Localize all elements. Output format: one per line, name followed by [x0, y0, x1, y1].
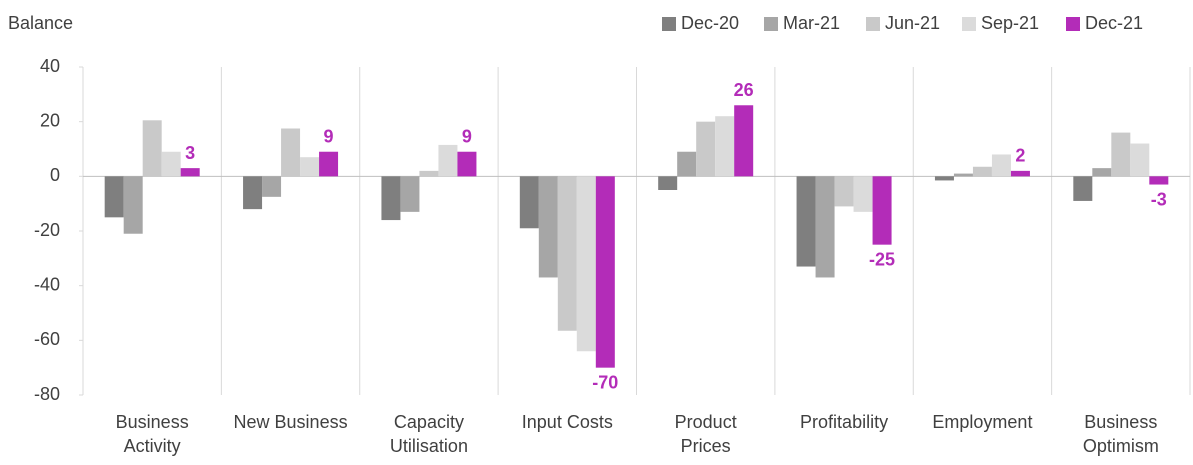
bar	[972, 166, 992, 177]
legend-label: Dec-20	[681, 13, 739, 33]
y-tick-label: 0	[50, 165, 60, 185]
x-tick-label: Business Optimism	[1082, 412, 1159, 456]
bar	[262, 176, 282, 197]
data-label: 26	[734, 80, 754, 100]
bar	[123, 176, 143, 234]
x-tick-label: Input Costs	[521, 412, 613, 432]
bar	[953, 173, 973, 177]
legend-swatch	[1066, 17, 1080, 31]
bar	[419, 170, 439, 177]
x-tick-label: Product Prices	[674, 412, 737, 456]
data-label: 3	[185, 143, 195, 163]
legend-label: Mar-21	[783, 13, 840, 33]
bar	[1010, 170, 1030, 177]
legend-swatch	[764, 17, 778, 31]
bar	[715, 116, 735, 177]
legend-label: Sep-21	[981, 13, 1039, 33]
bar	[1111, 132, 1131, 177]
bar	[519, 176, 539, 229]
bar	[180, 168, 200, 177]
bar	[104, 176, 124, 218]
y-tick-label: -40	[34, 274, 60, 294]
bar	[853, 176, 873, 212]
bar	[142, 120, 162, 177]
data-label: 2	[1015, 146, 1025, 166]
bar	[538, 176, 558, 278]
x-tick-label: Capacity Utilisation	[389, 412, 468, 456]
y-tick-label: -20	[34, 220, 60, 240]
bar	[457, 151, 477, 177]
data-label: 9	[462, 126, 472, 146]
x-tick-label: New Business	[233, 412, 348, 432]
y-tick-label: 20	[40, 110, 60, 130]
data-label: -25	[869, 249, 895, 269]
legend-label: Dec-21	[1085, 13, 1143, 33]
bar	[438, 144, 458, 177]
y-axis-label: Balance	[8, 13, 73, 33]
x-tick-label: Employment	[932, 412, 1033, 432]
bar	[319, 151, 339, 177]
y-tick-label: 40	[40, 56, 60, 76]
bar	[815, 176, 835, 278]
bar	[557, 176, 577, 331]
data-label: -3	[1151, 189, 1167, 209]
bar	[161, 151, 181, 177]
bar	[576, 176, 596, 352]
data-label: -70	[592, 372, 618, 392]
x-tick-label: Business Activity	[115, 412, 189, 456]
bar	[1073, 176, 1093, 201]
bar	[872, 176, 892, 245]
bar	[796, 176, 816, 267]
bar	[991, 154, 1011, 177]
legend-label: Jun-21	[885, 13, 940, 33]
bar	[1092, 168, 1112, 177]
y-tick-label: -80	[34, 384, 60, 404]
bar	[696, 121, 716, 177]
bar	[595, 176, 615, 368]
y-tick-label: -60	[34, 329, 60, 349]
bar	[1130, 143, 1150, 177]
bar	[677, 151, 697, 177]
bar	[281, 128, 301, 177]
legend-swatch	[962, 17, 976, 31]
bar	[734, 105, 754, 177]
bar	[300, 157, 320, 177]
bar	[658, 176, 678, 190]
bar	[1149, 176, 1169, 185]
bar	[934, 176, 954, 181]
legend-swatch	[662, 17, 676, 31]
bar	[834, 176, 854, 207]
legend-swatch	[866, 17, 880, 31]
bar	[381, 176, 401, 221]
bar	[400, 176, 420, 212]
data-label: 9	[324, 126, 334, 146]
bar	[243, 176, 263, 210]
x-tick-label: Profitability	[800, 412, 889, 432]
